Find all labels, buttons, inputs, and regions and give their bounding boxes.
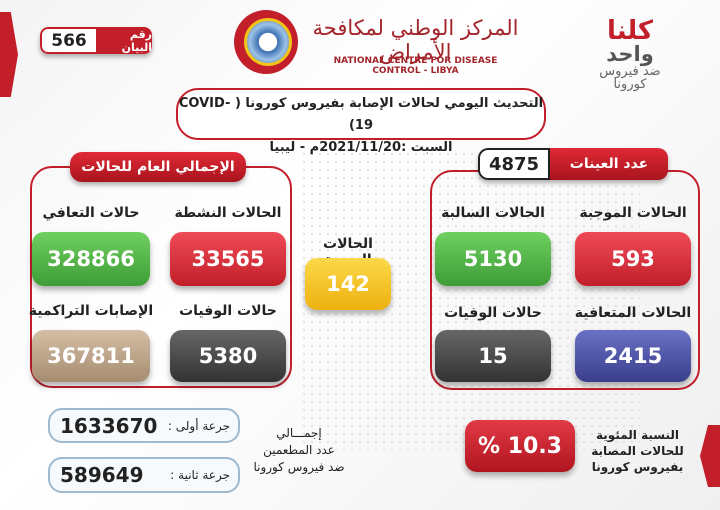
slogan-logo: كلنا واحد ضد فيروس كورونا [570, 18, 690, 108]
samples-header: 4875 عدد العينات [478, 148, 668, 180]
vaccination-title-line: إجمـــالي [276, 426, 322, 440]
report-label: رقم البيان [96, 27, 152, 54]
dose1-value: 1633670 [60, 413, 158, 438]
sample-recovered-label: الحالات المتعافية [574, 305, 692, 321]
title-line: التحديث اليومي لحالات الإصابة بفيروس كور… [178, 96, 544, 133]
ncdc-logo [234, 10, 298, 74]
org-english-name: NATIONAL CENTRE FOR DISEASE CONTROL - LI… [333, 56, 498, 76]
title-date: السبت :2021/11/20م - ليبيا [269, 140, 453, 155]
vaccination-title-line: عدد المطعمين [263, 443, 335, 457]
dose2-label: جرعة ثانية : [170, 468, 230, 482]
report-number: 566 [40, 27, 96, 54]
bulletin-title: التحديث اليومي لحالات الإصابة بفيروس كور… [176, 88, 546, 155]
report-number-badge: 566 رقم البيان [40, 27, 152, 54]
positivity-label: النسبة المئوية للحالات المصابة بفيروس كو… [585, 427, 690, 475]
dose2-value: 589649 [60, 463, 144, 487]
recovered-value: 328866 [32, 232, 150, 286]
sample-deaths-label: حالات الوفيات [444, 305, 542, 321]
positive-label: الحالات الموجبة [579, 205, 687, 221]
slogan-line: ضد فيروس [599, 64, 661, 79]
dose1-label: جرعة أولى : [167, 418, 230, 433]
samples-label: عدد العينات [550, 148, 668, 180]
dose1-box: 1633670 جرعة أولى : [48, 408, 240, 443]
positivity-value: % 10.3 [465, 420, 575, 472]
slogan-line: واحد [606, 42, 654, 66]
negative-label: الحالات السالبة [441, 205, 545, 221]
total-deaths-label: حالات الوفيات [179, 303, 277, 319]
positivity-label-line: للحالات المصابة [591, 444, 684, 458]
active-value: 33565 [170, 232, 286, 286]
sample-recovered-value: 2415 [575, 330, 691, 382]
right-accent-arrow [700, 425, 720, 487]
vaccination-title-line: ضد فيروس كورونا [253, 460, 345, 474]
samples-count: 4875 [478, 148, 550, 180]
critical-value: 142 [305, 258, 391, 310]
positive-value: 593 [575, 232, 691, 286]
cumulative-label: الإصابات التراكمية [28, 303, 154, 319]
recovered-label: حالات التعافي [42, 205, 140, 221]
org-arabic-name: المركز الوطني لمكافحة الأمراض [312, 16, 519, 64]
totals-header: الإجمالي العام للحالات [70, 152, 246, 182]
positivity-label-line: بفيروس كورونا [591, 460, 684, 474]
vaccination-title: إجمـــالي عدد المطعمين ضد فيروس كورونا [240, 425, 358, 476]
negative-value: 5130 [435, 232, 551, 286]
positivity-label-line: النسبة المئوية [596, 428, 679, 442]
sample-deaths-value: 15 [435, 330, 551, 382]
active-label: الحالات النشطة [174, 205, 282, 221]
slogan-line: كورونا [613, 77, 647, 92]
left-accent-shape [0, 12, 18, 97]
cumulative-value: 367811 [32, 330, 150, 382]
total-deaths-value: 5380 [170, 330, 286, 382]
dose2-box: 589649 جرعة ثانية : [48, 457, 240, 493]
slogan-line: كلنا [606, 16, 654, 46]
